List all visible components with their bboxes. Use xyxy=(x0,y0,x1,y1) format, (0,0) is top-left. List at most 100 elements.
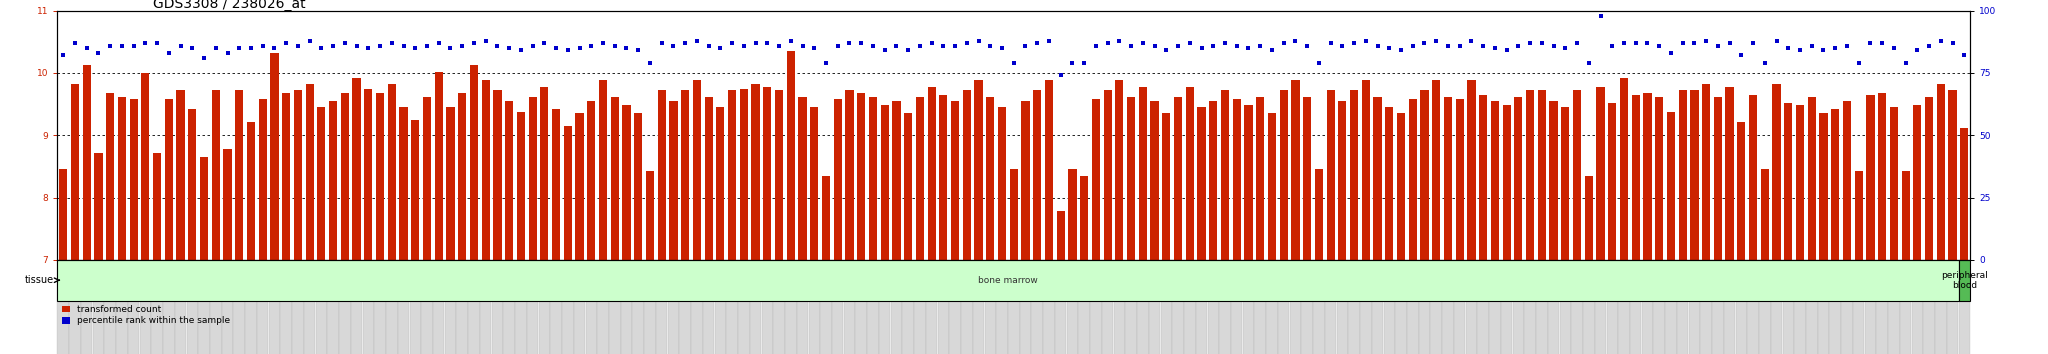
Point xyxy=(1913,43,1946,48)
Bar xyxy=(1243,260,1253,354)
Point xyxy=(1573,60,1606,66)
Bar xyxy=(1032,260,1042,354)
Bar xyxy=(1548,260,1559,354)
Bar xyxy=(1843,101,1851,260)
Bar xyxy=(1280,90,1288,260)
Bar xyxy=(752,84,760,260)
Bar xyxy=(201,157,209,260)
Bar xyxy=(1829,260,1841,354)
Bar xyxy=(1032,90,1040,260)
Point xyxy=(1397,43,1430,48)
Bar xyxy=(750,260,762,354)
Bar xyxy=(1350,90,1358,260)
Point xyxy=(1667,40,1700,46)
Bar xyxy=(1618,260,1630,354)
Bar xyxy=(1161,113,1169,260)
Point xyxy=(94,43,127,48)
Bar xyxy=(1714,97,1722,260)
Point xyxy=(317,43,350,48)
Bar xyxy=(350,260,362,354)
Bar xyxy=(385,260,397,354)
Bar xyxy=(1606,260,1618,354)
Point xyxy=(1538,43,1571,48)
Point xyxy=(963,38,995,43)
Bar xyxy=(1397,113,1405,260)
Point xyxy=(1479,45,1511,51)
Bar xyxy=(305,84,313,260)
Bar xyxy=(1315,170,1323,260)
Bar xyxy=(492,260,504,354)
Bar xyxy=(670,101,678,260)
Bar xyxy=(281,260,293,354)
Point xyxy=(223,45,256,51)
Point xyxy=(915,40,948,46)
Bar xyxy=(1782,260,1794,354)
Bar xyxy=(1208,260,1219,354)
Point xyxy=(551,48,584,53)
Bar xyxy=(248,121,256,260)
Bar xyxy=(117,260,127,354)
Point xyxy=(1655,50,1688,56)
Bar xyxy=(457,260,467,354)
Point xyxy=(1501,43,1534,48)
Point xyxy=(293,38,326,43)
Point xyxy=(281,43,313,48)
Point xyxy=(305,45,338,51)
Bar xyxy=(985,260,995,354)
Bar xyxy=(1925,97,1933,260)
Bar xyxy=(1772,84,1780,260)
Bar xyxy=(1419,260,1430,354)
Bar xyxy=(692,80,700,260)
Legend: transformed count, percentile rank within the sample: transformed count, percentile rank withi… xyxy=(61,305,229,325)
Bar xyxy=(1290,260,1300,354)
Bar xyxy=(621,260,633,354)
Bar xyxy=(1761,170,1769,260)
Point xyxy=(774,38,807,43)
Point xyxy=(1491,48,1524,53)
Bar xyxy=(82,65,90,260)
Bar xyxy=(315,260,328,354)
Bar xyxy=(727,90,735,260)
Bar xyxy=(1608,103,1616,260)
Point xyxy=(1561,40,1593,46)
Bar xyxy=(412,120,420,260)
Bar xyxy=(727,260,737,354)
Point xyxy=(1759,38,1792,43)
Point xyxy=(903,43,936,48)
Point xyxy=(645,40,678,46)
Bar xyxy=(432,260,444,354)
Point xyxy=(680,38,713,43)
Bar xyxy=(1948,260,1958,354)
Bar xyxy=(1653,260,1665,354)
Bar xyxy=(1667,112,1675,260)
Point xyxy=(1174,40,1206,46)
Bar xyxy=(1749,95,1757,260)
Bar xyxy=(516,260,526,354)
Bar xyxy=(1911,260,1923,354)
Point xyxy=(1362,43,1395,48)
Bar xyxy=(92,260,104,354)
Bar xyxy=(459,93,467,260)
Bar xyxy=(139,260,152,354)
Point xyxy=(387,43,420,48)
Point xyxy=(1032,38,1065,43)
Bar xyxy=(1513,260,1524,354)
Bar xyxy=(797,260,809,354)
Bar xyxy=(365,88,373,260)
Point xyxy=(176,45,209,51)
Bar xyxy=(397,260,410,354)
Bar xyxy=(1595,87,1606,260)
Bar xyxy=(434,72,442,260)
Bar xyxy=(221,260,233,354)
Bar xyxy=(1186,87,1194,260)
Point xyxy=(1092,40,1124,46)
Point xyxy=(1796,43,1829,48)
Point xyxy=(494,45,526,51)
Bar xyxy=(1513,97,1522,260)
Point xyxy=(1866,40,1898,46)
Point xyxy=(1702,43,1735,48)
Point xyxy=(1772,45,1804,51)
Bar xyxy=(940,95,948,260)
Bar xyxy=(1313,260,1325,354)
Bar xyxy=(1057,211,1065,260)
